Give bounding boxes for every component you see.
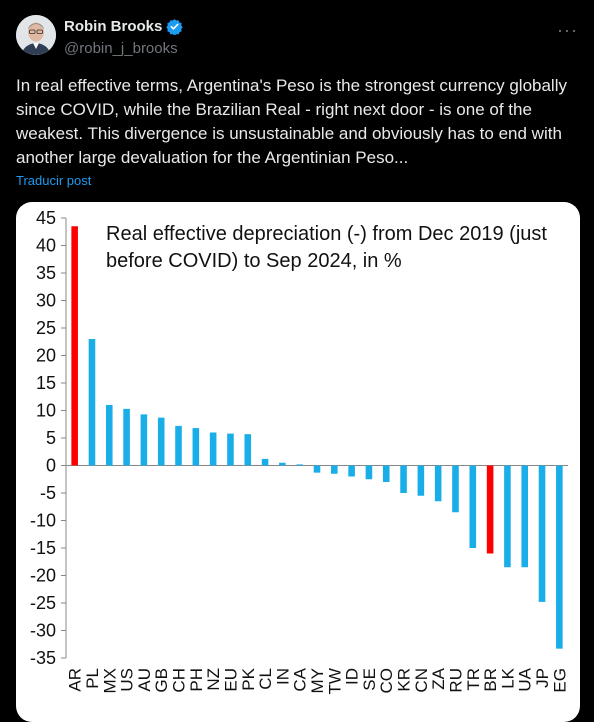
bar-chart: 45 40 35 30 25 20 15 10 5 0 -5 -10 -15 -20 -25 -30 -35 AR… (30, 208, 569, 694)
bar-ua (521, 465, 529, 568)
bar-br (486, 465, 494, 554)
x-tick-label: BR (481, 668, 500, 692)
avatar[interactable] (16, 15, 56, 55)
person-avatar-icon (16, 15, 56, 55)
chart-title-line: before COVID) to Sep 2024, in % (106, 250, 402, 272)
bar-ph (192, 428, 200, 466)
bar-eg (556, 465, 563, 649)
bar-gb (157, 417, 165, 466)
x-tick-label: CH (170, 668, 189, 693)
bar-jp (538, 465, 546, 602)
bar-za (434, 465, 442, 502)
y-tick-label: 35 (36, 263, 56, 283)
x-tick-label: EU (221, 668, 240, 692)
y-tick-label: -30 (30, 621, 56, 641)
author-name[interactable]: Robin Brooks (64, 18, 163, 35)
bar-au (140, 414, 148, 466)
x-tick-label: AR (66, 668, 85, 692)
bar-mx (105, 405, 113, 466)
x-tick-label: GB (152, 668, 171, 693)
x-tick-label: EG (550, 668, 569, 693)
x-tick-label: RU (446, 668, 465, 693)
y-tick-label: 5 (46, 428, 56, 448)
x-tick-label: CA (291, 667, 310, 691)
verified-badge-icon (166, 19, 184, 35)
bar-my (313, 465, 321, 473)
bar-us (123, 408, 130, 466)
x-tick-label: PK (239, 667, 258, 690)
bar-se (365, 465, 373, 480)
bar-cn (417, 465, 425, 496)
y-tick-label: -25 (30, 593, 56, 613)
y-tick-label: -15 (30, 538, 56, 558)
more-options-icon[interactable]: ··· (557, 20, 578, 40)
x-tick-label: MX (100, 668, 119, 694)
y-tick-label: -20 (30, 566, 56, 586)
x-tick-label: ID (343, 668, 362, 685)
bar-ca (296, 464, 303, 466)
x-tick-label: TW (325, 668, 344, 694)
y-tick-label: 0 (46, 456, 56, 476)
y-tick-label: 10 (36, 401, 56, 421)
bar-pl (88, 339, 96, 466)
bar-tr (469, 465, 477, 548)
x-tick-label: CN (412, 668, 431, 693)
x-tick-label: UA (516, 667, 535, 691)
x-tick-label: IN (273, 668, 292, 685)
chart-image[interactable]: 45 40 35 30 25 20 15 10 5 0 -5 -10 -15 -20 -25 -30 -35 AR… (16, 202, 580, 722)
bar-lk (504, 465, 511, 568)
author-name-row: Robin Brooks (64, 18, 184, 35)
bar-ar (71, 226, 78, 466)
y-tick-label: 40 (36, 236, 56, 256)
bar-in (279, 462, 286, 466)
x-tick-label: CL (256, 668, 275, 690)
x-tick-label: AU (135, 668, 154, 692)
x-tick-label: ZA (429, 667, 448, 689)
bar-id (348, 465, 355, 477)
bar-co (382, 465, 390, 482)
y-tick-label: -10 (30, 511, 56, 531)
y-tick-label: -5 (40, 483, 56, 503)
x-tick-label: US (118, 668, 137, 692)
bar-eu (227, 433, 234, 466)
translate-post-link[interactable]: Traducir post (16, 173, 92, 188)
y-tick-label: 30 (36, 291, 56, 311)
bar-kr (400, 465, 407, 493)
x-tick-label: KR (395, 668, 414, 692)
x-tick-label: CO (377, 668, 396, 694)
x-tick-label: TR (464, 668, 483, 691)
y-tick-label: 15 (36, 373, 56, 393)
x-tick-label: PL (83, 668, 102, 689)
tweet-text: In real effective terms, Argentina's Pes… (16, 76, 567, 167)
y-tick-label: 20 (36, 346, 56, 366)
bar-ru (452, 465, 459, 513)
x-tick-label: NZ (204, 668, 223, 691)
y-tick-label: -35 (30, 648, 56, 668)
bar-ch (175, 425, 182, 466)
x-tick-label: PH (187, 668, 206, 692)
bar-tw (331, 465, 338, 474)
bar-cl (261, 458, 269, 466)
bar-pk (244, 434, 252, 466)
chart-title-line: Real effective depreciation (-) from Dec… (106, 223, 547, 245)
x-tick-label: SE (360, 668, 379, 691)
y-tick-label: 25 (36, 318, 56, 338)
author-handle[interactable]: @robin_j_brooks (64, 40, 178, 57)
x-tick-label: LK (498, 667, 517, 688)
y-tick-label: 45 (36, 208, 56, 228)
x-tick-label: MY (308, 668, 327, 694)
x-tick-label: JP (533, 668, 552, 688)
bar-nz (209, 432, 217, 466)
